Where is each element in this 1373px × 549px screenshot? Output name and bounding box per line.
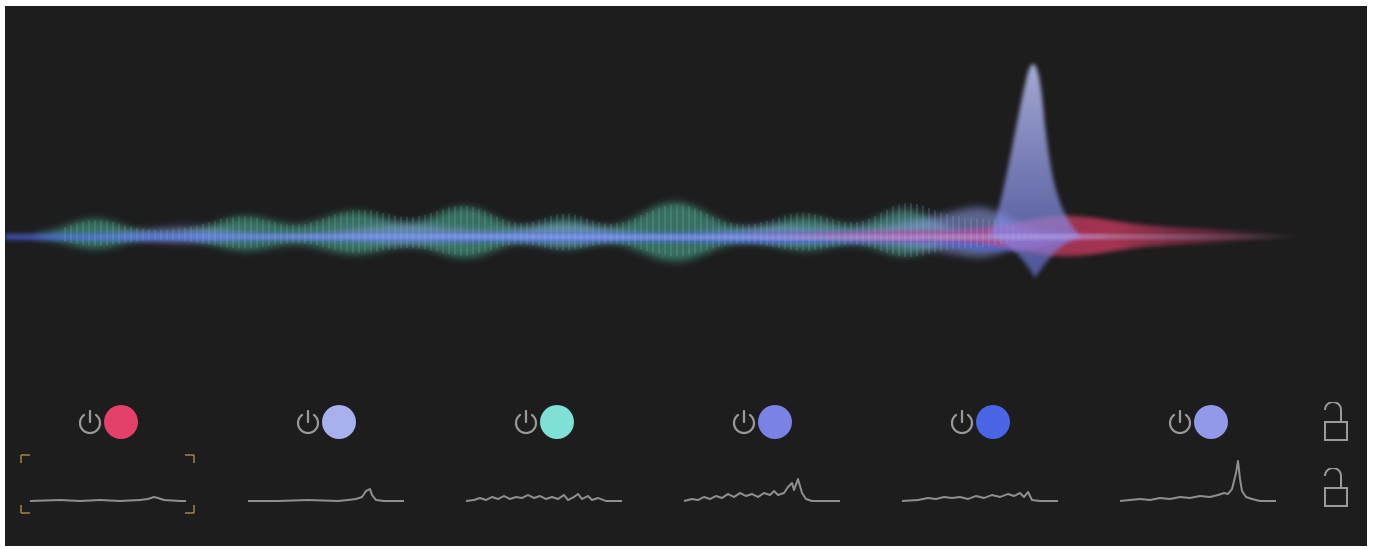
band-thumbnail[interactable] bbox=[1110, 453, 1285, 515]
visualizer-panel bbox=[5, 6, 1367, 546]
band-controls bbox=[1110, 401, 1285, 449]
unlocked-padlock-icon[interactable] bbox=[1321, 402, 1351, 448]
color-swatch[interactable] bbox=[758, 405, 792, 439]
thumbnail-curve bbox=[901, 491, 1058, 502]
unlocked-padlock-icon[interactable] bbox=[1321, 468, 1351, 514]
color-swatch[interactable] bbox=[976, 405, 1010, 439]
band-channel-2[interactable] bbox=[238, 401, 413, 526]
band-controls bbox=[892, 401, 1067, 449]
band-thumbnail[interactable] bbox=[20, 453, 195, 515]
power-icon[interactable] bbox=[293, 407, 323, 437]
band-controls bbox=[20, 401, 195, 449]
band-thumbnail[interactable] bbox=[238, 453, 413, 515]
band-controls bbox=[456, 401, 631, 449]
band-controls bbox=[674, 401, 849, 449]
band-channel-3[interactable] bbox=[456, 401, 631, 526]
thumbnail-curve bbox=[1119, 460, 1276, 502]
power-icon[interactable] bbox=[511, 407, 541, 437]
band-channel-4[interactable] bbox=[674, 401, 849, 526]
color-swatch[interactable] bbox=[1194, 405, 1228, 439]
color-swatch[interactable] bbox=[540, 405, 574, 439]
power-icon[interactable] bbox=[729, 407, 759, 437]
band-thumbnail[interactable] bbox=[674, 453, 849, 515]
power-icon[interactable] bbox=[75, 407, 105, 437]
selection-brackets bbox=[20, 454, 195, 514]
power-icon[interactable] bbox=[1165, 407, 1195, 437]
band-channel-6[interactable] bbox=[1110, 401, 1285, 526]
band-controls bbox=[238, 401, 413, 449]
thumbnail-curve bbox=[465, 493, 622, 502]
thumbnail-curve bbox=[29, 496, 186, 502]
color-swatch[interactable] bbox=[104, 405, 138, 439]
band-thumbnail[interactable] bbox=[892, 453, 1067, 515]
thumbnail-curve bbox=[248, 488, 404, 502]
color-swatch[interactable] bbox=[322, 405, 356, 439]
band-thumbnail[interactable] bbox=[456, 453, 631, 515]
power-icon[interactable] bbox=[947, 407, 977, 437]
thumbnail-curve bbox=[683, 478, 840, 502]
waveform-display bbox=[5, 64, 1300, 279]
band-channel-5[interactable] bbox=[892, 401, 1067, 526]
band-channel-1[interactable] bbox=[20, 401, 195, 526]
